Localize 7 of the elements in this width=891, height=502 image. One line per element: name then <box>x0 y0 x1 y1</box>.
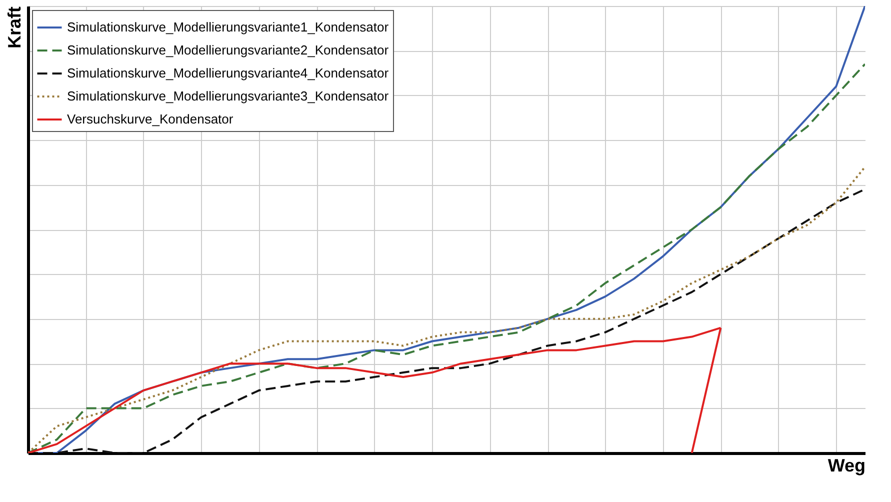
x-axis-title: Weg <box>828 456 866 476</box>
legend-label: Simulationskurve_Modellierungsvariante4_Kondensator <box>67 66 390 80</box>
legend-label: Simulationskurve_Modellierungsvariante2_Kondensator <box>67 42 390 58</box>
legend-label: Versuchskurve_Kondensator <box>67 112 234 126</box>
legend-label: Simulationskurve_Modellierungsvariante1_Kondensator <box>67 20 390 34</box>
y-axis-title: Kraft <box>4 6 24 49</box>
legend-label: Simulationskurve_Modellierungsvariante3_Kondensator <box>67 88 390 104</box>
